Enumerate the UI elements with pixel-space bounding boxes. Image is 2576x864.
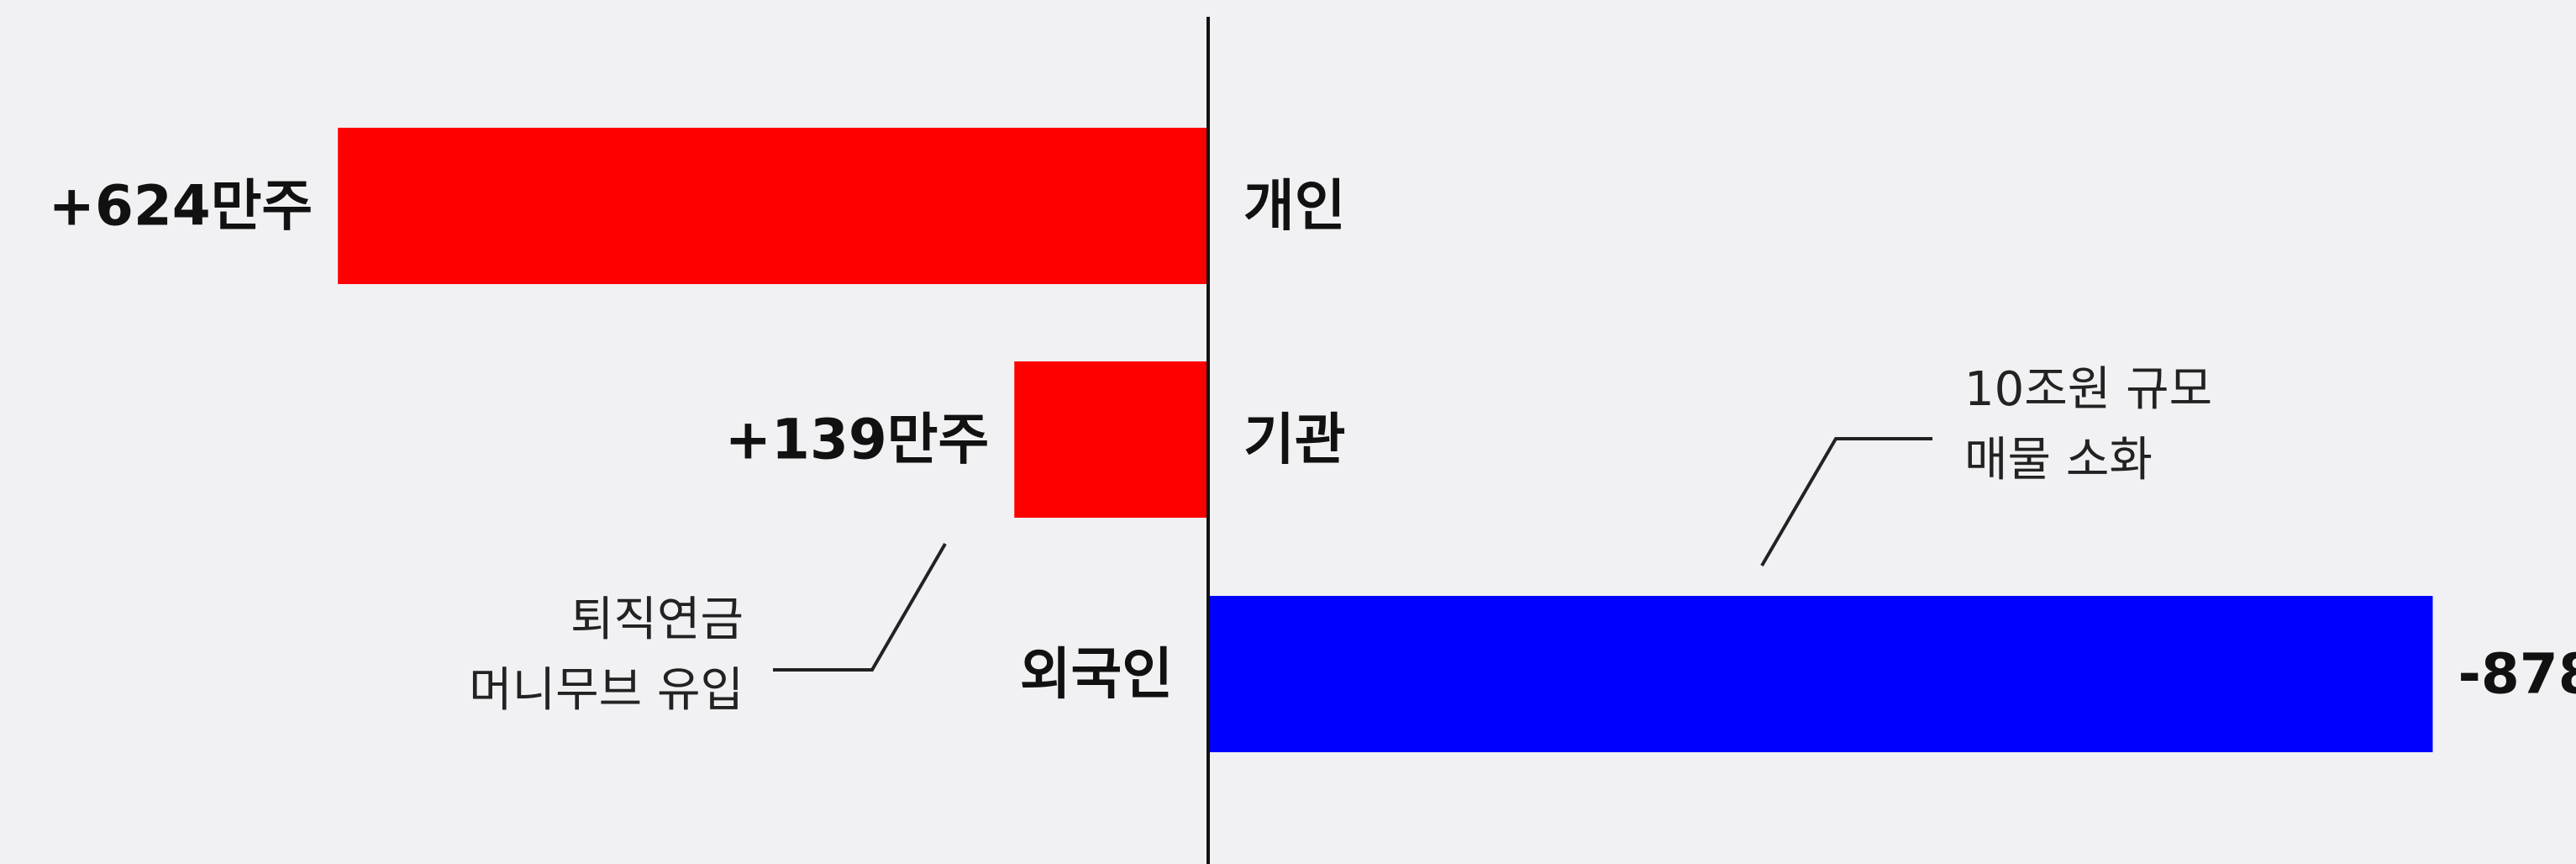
bar-row-2 (1208, 596, 2433, 752)
annotation-leader-line (773, 542, 947, 672)
annotation-text: 10조원 규모 (1964, 362, 2212, 417)
bars-group (338, 128, 2433, 752)
annotation-leader-line (1760, 437, 1932, 567)
annotation-text: 머니무브 유입 (469, 663, 744, 718)
bar-row-0 (338, 128, 1208, 284)
annotation-text: 퇴직연금 (570, 593, 744, 647)
category-label: 기관 (1243, 408, 1345, 472)
value-label: +624만주 (49, 174, 313, 239)
annotation-text: 매물 소화 (1964, 433, 2153, 487)
bar-row-1 (1014, 361, 1208, 518)
value-label: +139만주 (725, 408, 990, 472)
value-label: -878만주 (2458, 642, 2576, 707)
category-label: 개인 (1243, 174, 1345, 239)
category-label: 외국인 (1020, 642, 1173, 707)
